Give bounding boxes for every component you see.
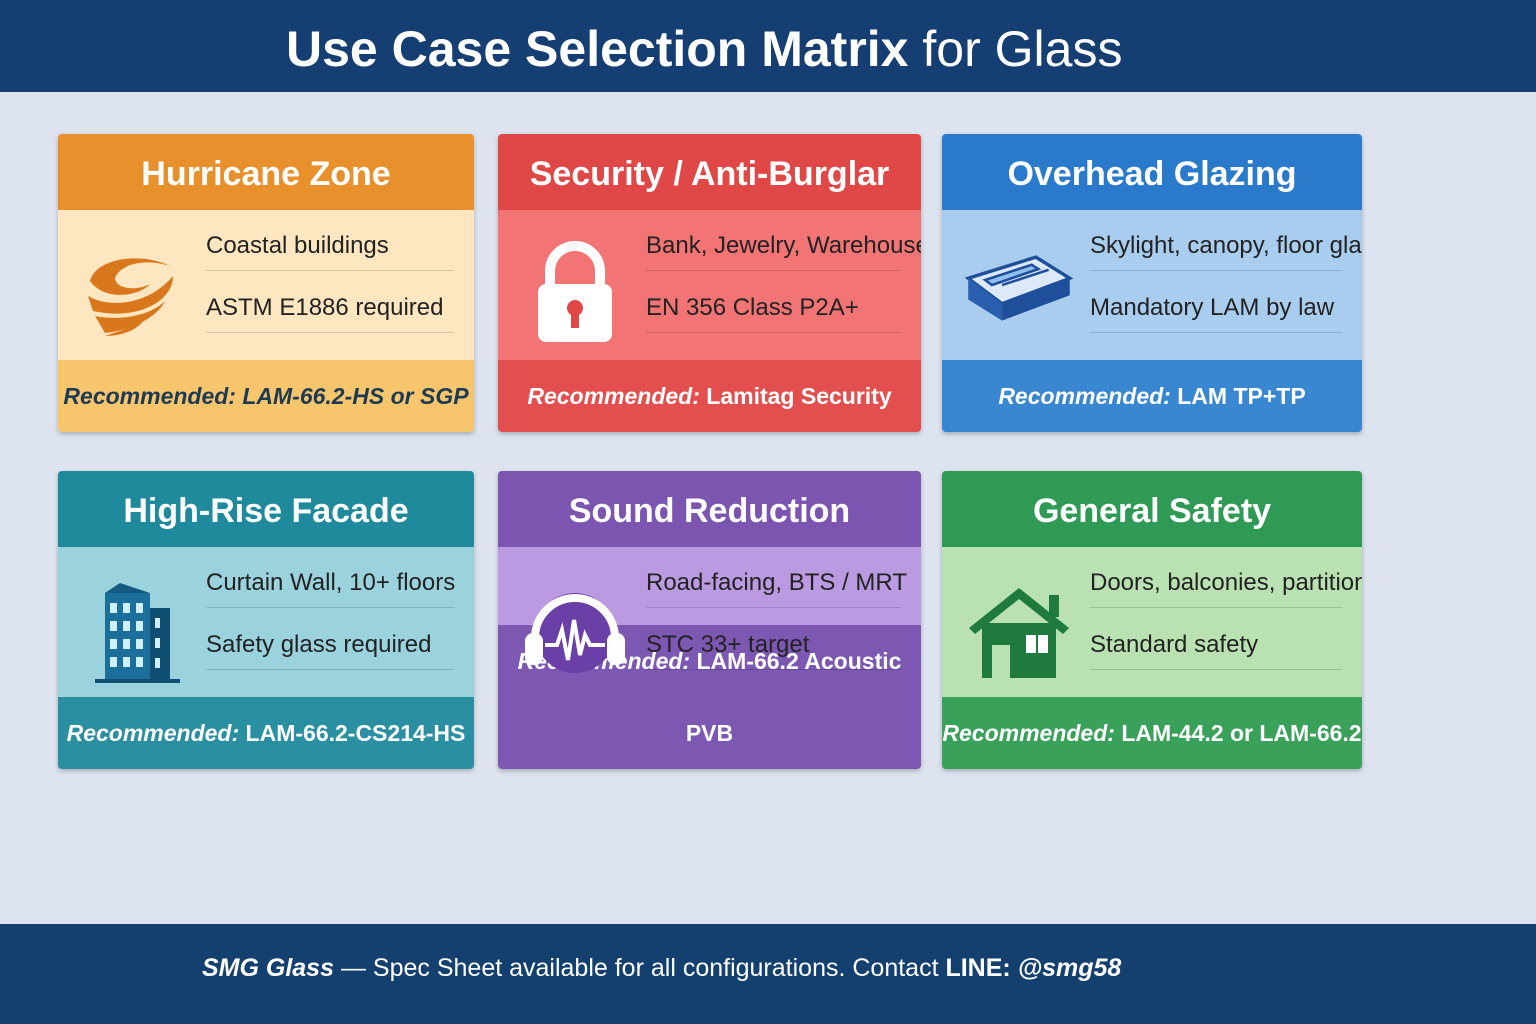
- card-recommendation: Recommended: LAM-66.2-CS214-HS: [58, 697, 474, 769]
- card-application: Road-facing, BTS / MRT: [646, 569, 907, 608]
- line-handle: @smg58: [1017, 954, 1122, 982]
- card-recommendation: Recommended: Lamitag Security: [498, 360, 921, 432]
- card-requirement: ASTM E1886 required: [206, 294, 454, 333]
- use-case-card: High-Rise Facade Curtain Wall, 10+ floor…: [58, 471, 474, 769]
- building-icon: [80, 573, 190, 683]
- card-body: Curtain Wall, 10+ floors Safety glass re…: [58, 547, 474, 697]
- recommended-product: LAM-66.2-HS or SGP: [242, 383, 469, 409]
- footer-text: SMG Glass — Spec Sheet available for all…: [202, 954, 1122, 982]
- card-body: Road-facing, BTS / MRT STC 33+ target: [498, 547, 921, 673]
- recommended-product: LAM-66.2 Acoustic PVB: [685, 648, 902, 746]
- card-recommendation: Recommended: LAM-66.2-HS or SGP: [58, 360, 474, 432]
- recommended-product: LAM TP+TP: [1177, 383, 1306, 409]
- card-title: Hurricane Zone: [58, 134, 474, 210]
- card-application: Skylight, canopy, floor glass: [1090, 232, 1362, 271]
- use-case-card: Security / Anti-Burglar Bank, Jewelry, W…: [498, 134, 921, 432]
- card-body: Skylight, canopy, floor glass Mandatory …: [942, 210, 1362, 360]
- card-requirement: Standard safety: [1090, 631, 1342, 670]
- card-body: Bank, Jewelry, Warehouse EN 356 Class P2…: [498, 210, 921, 360]
- recommended-product: LAM-44.2 or LAM-66.2: [1121, 720, 1362, 746]
- card-body: Coastal buildings ASTM E1886 required: [58, 210, 474, 360]
- recommended-product: Lamitag Security: [706, 383, 892, 409]
- footer-banner: SMG Glass — Spec Sheet available for all…: [0, 924, 1536, 1024]
- brand-name: SMG Glass: [202, 954, 334, 982]
- card-title: Sound Reduction: [498, 471, 921, 547]
- card-recommendation: Recommended: LAM TP+TP: [942, 360, 1362, 432]
- card-requirement: EN 356 Class P2A+: [646, 294, 901, 333]
- card-title: Overhead Glazing: [942, 134, 1362, 210]
- hurricane-icon: [80, 236, 190, 346]
- card-body: Doors, balconies, partitions Standard sa…: [942, 547, 1362, 697]
- card-title: High-Rise Facade: [58, 471, 474, 547]
- card-application: Curtain Wall, 10+ floors: [206, 569, 455, 608]
- page-title: Use Case Selection Matrix for Glass: [286, 21, 1123, 77]
- skylight-icon: [964, 236, 1074, 346]
- padlock-icon: [520, 236, 630, 346]
- card-title: General Safety: [942, 471, 1362, 547]
- card-recommendation: Recommended: LAM-44.2 or LAM-66.2: [942, 697, 1362, 769]
- use-case-card: Overhead Glazing Skylight, canopy, floor…: [942, 134, 1362, 432]
- card-requirement: STC 33+ target: [646, 631, 901, 670]
- use-case-card: General Safety Doors, balconies, partiti…: [942, 471, 1362, 769]
- house-icon: [964, 573, 1074, 683]
- card-title: Security / Anti-Burglar: [498, 134, 921, 210]
- card-application: Bank, Jewelry, Warehouse: [646, 232, 921, 271]
- header-banner: Use Case Selection Matrix for Glass: [0, 0, 1536, 92]
- card-requirement: Safety glass required: [206, 631, 454, 670]
- card-requirement: Mandatory LAM by law: [1090, 294, 1342, 333]
- headphones-icon: [520, 573, 630, 683]
- recommended-product: LAM-66.2-CS214-HS: [245, 720, 466, 746]
- use-case-card: Sound Reduction Road-facing, BTS / MRT S…: [498, 471, 921, 769]
- card-application: Doors, balconies, partitions: [1090, 569, 1362, 608]
- card-application: Coastal buildings: [206, 232, 454, 271]
- use-case-card: Hurricane Zone Coastal buildings ASTM E1…: [58, 134, 474, 432]
